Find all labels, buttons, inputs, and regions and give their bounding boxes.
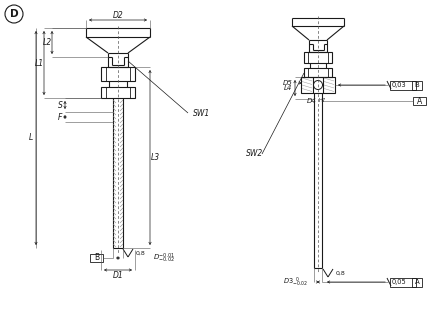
Text: $D^{-0.01}_{-0.02}$: $D^{-0.01}_{-0.02}$	[153, 251, 175, 265]
Text: L3: L3	[150, 153, 160, 162]
Text: A: A	[415, 279, 419, 285]
Text: D4: D4	[307, 98, 317, 104]
Bar	[301, 77, 335, 93]
Bar	[101, 67, 135, 81]
Bar	[390, 81, 416, 89]
Text: $D3^{\ \ 0}_{-0.02}$: $D3^{\ \ 0}_{-0.02}$	[283, 275, 308, 289]
Bar	[304, 68, 332, 77]
Text: H7: H7	[318, 98, 325, 102]
Text: L: L	[29, 133, 33, 143]
Text: S: S	[58, 100, 62, 109]
Bar	[412, 81, 422, 89]
Text: SW1: SW1	[193, 108, 210, 118]
Text: L4: L4	[284, 85, 292, 91]
Text: A: A	[417, 96, 422, 106]
Text: B: B	[415, 82, 419, 88]
Text: L2: L2	[42, 38, 51, 47]
Bar	[101, 87, 135, 98]
Bar	[412, 277, 422, 287]
Bar	[390, 277, 416, 287]
Text: B: B	[95, 254, 99, 262]
Text: 0,03: 0,03	[392, 82, 406, 88]
Text: 0,8: 0,8	[336, 270, 346, 275]
Bar	[90, 254, 103, 262]
Text: L1: L1	[34, 59, 44, 68]
Text: D1: D1	[112, 271, 123, 281]
Bar	[413, 97, 426, 105]
Text: D2: D2	[112, 10, 123, 20]
Text: F: F	[58, 113, 62, 121]
Text: 0,05: 0,05	[392, 279, 406, 285]
Text: D: D	[10, 9, 18, 19]
Text: 0,8: 0,8	[136, 250, 146, 256]
Bar	[304, 52, 332, 63]
Text: SW2: SW2	[246, 150, 263, 158]
Text: D5: D5	[283, 80, 293, 86]
